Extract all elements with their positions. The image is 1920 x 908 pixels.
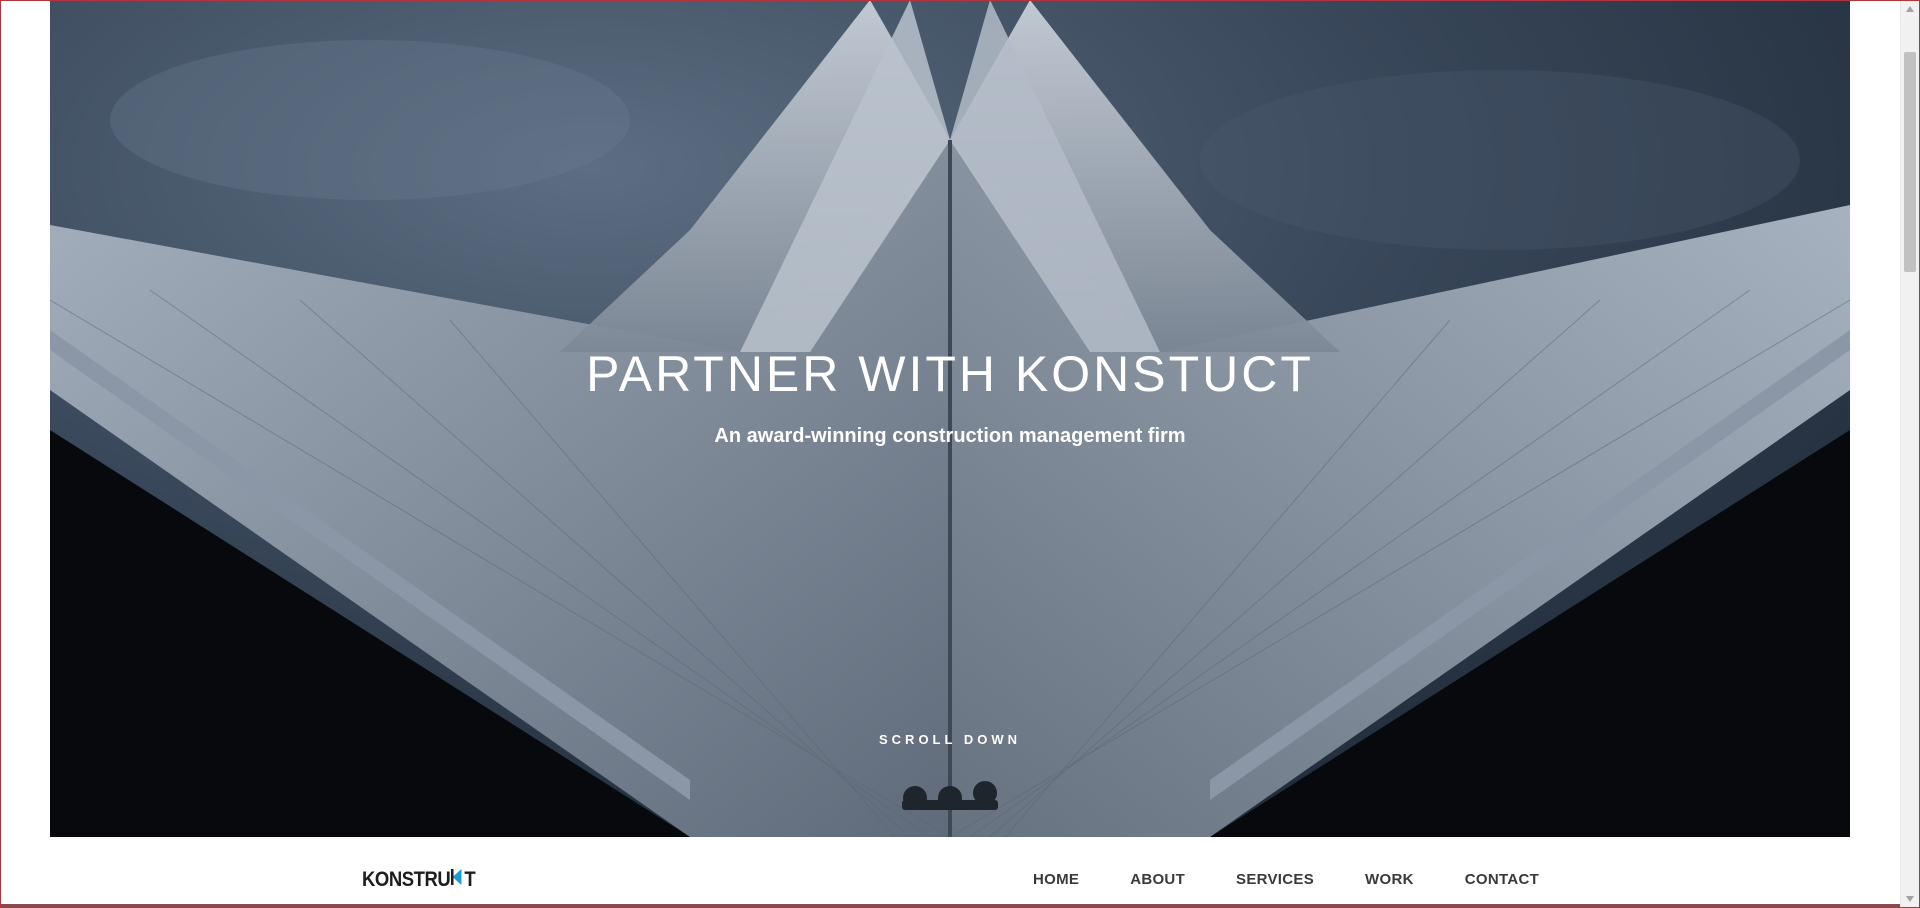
logo-text-start: KONSTRU: [362, 868, 451, 891]
scrollbar-thumb[interactable]: [1904, 52, 1916, 272]
main-nav: HOME ABOUT SERVICES WORK CONTACT: [1033, 871, 1590, 888]
vertical-scrollbar[interactable]: [1900, 0, 1919, 908]
logo-text-end: T: [464, 868, 476, 891]
logo-mark-icon: [451, 867, 463, 893]
site-logo[interactable]: KONSTRU T: [362, 867, 476, 893]
page-below-strip: [0, 904, 1900, 908]
site-navbar: KONSTRU T HOME ABOUT SERVICES WORK CONTA…: [50, 837, 1850, 908]
hero-title: PARTNER WITH KONSTUCT: [586, 346, 1314, 402]
hero-background-image: [50, 0, 1850, 837]
hero-section: PARTNER WITH KONSTUCT An award-winning c…: [50, 0, 1850, 837]
nav-item-work[interactable]: WORK: [1365, 871, 1414, 888]
scroll-down-arrow-icon[interactable]: [1901, 890, 1919, 908]
nav-item-contact[interactable]: CONTACT: [1464, 871, 1540, 888]
nav-item-home[interactable]: HOME: [1033, 871, 1080, 888]
hero-subtitle: An award-winning construction management…: [714, 425, 1186, 447]
scroll-up-arrow-icon[interactable]: [1901, 0, 1919, 18]
nav-item-services[interactable]: SERVICES: [1236, 871, 1315, 888]
scroll-down-link[interactable]: SCROLL DOWN: [879, 732, 1021, 747]
nav-item-about[interactable]: ABOUT: [1130, 871, 1186, 888]
